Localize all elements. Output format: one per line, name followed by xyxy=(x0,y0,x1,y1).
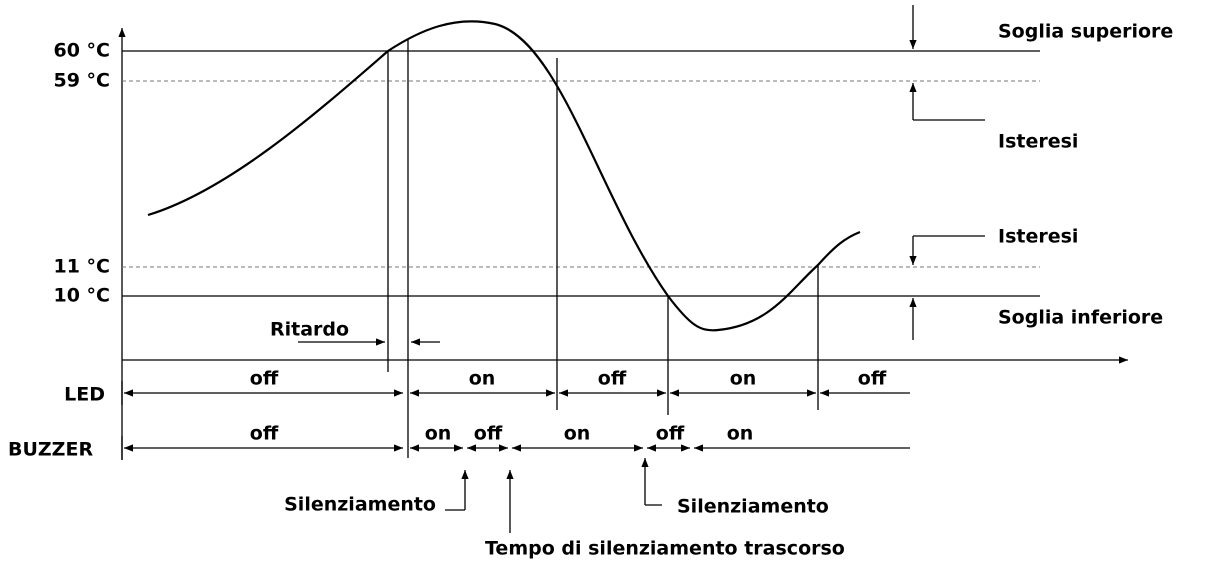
threshold-label: Soglia superiore xyxy=(998,21,1173,43)
annotation: Silenziamento xyxy=(284,494,436,516)
row-label: BUZZER xyxy=(8,439,93,461)
annotation: Tempo di silenziamento trascorso xyxy=(485,538,845,560)
state-label: on xyxy=(727,423,754,445)
state-label: on xyxy=(469,368,496,390)
annotation: Silenziamento xyxy=(677,496,829,518)
axis-label: 11 °C xyxy=(54,256,111,278)
state-label: on xyxy=(564,423,591,445)
threshold-label: Soglia inferiore xyxy=(998,307,1163,329)
state-label: off xyxy=(656,423,685,445)
axis-label: 60 °C xyxy=(54,40,111,62)
state-label: off xyxy=(598,368,627,390)
state-label: on xyxy=(425,423,452,445)
threshold-label: Isteresi xyxy=(998,131,1078,153)
state-label: off xyxy=(858,368,887,390)
threshold-label: Isteresi xyxy=(998,226,1078,248)
temperature-curve xyxy=(147,20,861,332)
state-label: off xyxy=(474,423,503,445)
state-label: off xyxy=(250,368,279,390)
state-label: off xyxy=(250,423,279,445)
delay-label: Ritardo xyxy=(270,319,349,341)
row-label: LED xyxy=(64,384,105,406)
axis-label: 10 °C xyxy=(54,285,111,307)
state-label: on xyxy=(730,368,757,390)
axis-label: 59 °C xyxy=(54,70,111,92)
